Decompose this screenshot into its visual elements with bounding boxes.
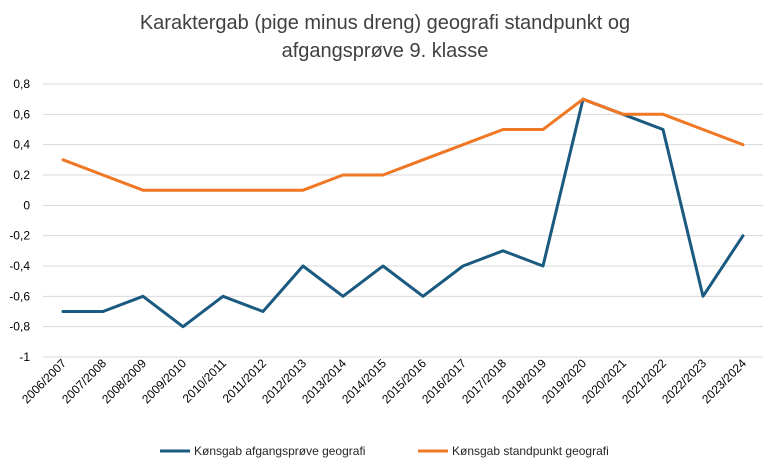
series-line-2 [61,97,745,192]
y-tick-label: 0,2 [13,168,30,182]
y-tick-label: -0,6 [9,289,30,303]
y-tick-label: -1 [19,350,30,364]
x-axis-ticks: 2006/20072007/20082008/20092009/20102010… [19,356,749,406]
y-axis-ticks: 0,8 0,6 0,4 0,2 0 -0,2 -0,4 -0,6 -0,8 -1 [9,77,30,364]
chart-title-line-1: Karaktergab (pige minus dreng) geografi … [140,12,630,34]
legend-label-2: Kønsgab standpunkt geografi [452,444,609,458]
y-tick-label: 0,8 [13,77,30,91]
y-tick-label: -0,8 [9,320,30,334]
y-tick-label: 0,4 [13,138,30,152]
y-tick-label: -0,4 [9,259,30,273]
y-tick-label: 0 [23,198,30,212]
gridlines [43,83,763,358]
legend-label-1: Kønsgab afgangsprøve geografi [194,444,365,458]
legend: Kønsgab afgangsprøve geografi Kønsgab sta… [160,444,609,458]
chart-title-line-2: afgangsprøve 9. klasse [282,40,489,62]
x-tick-label: 2023/2024 [699,356,749,406]
y-tick-label: -0,2 [9,229,30,243]
y-tick-label: 0,6 [13,107,30,121]
series-line-1 [61,97,745,329]
series-lines [61,97,745,329]
